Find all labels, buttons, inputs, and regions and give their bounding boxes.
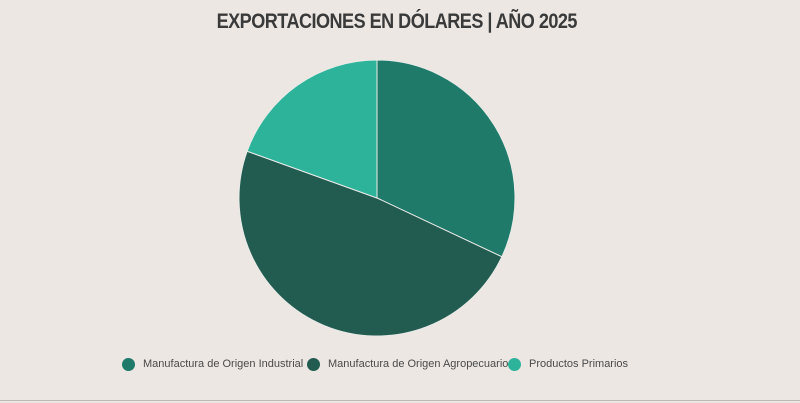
pie-slice-1[interactable] [238, 150, 503, 337]
chart-title: EXPORTACIONES EN DÓLARES | AÑO 2025 [216, 10, 578, 33]
legend-marker [508, 357, 521, 371]
legend-label: Productos Primarios [529, 358, 629, 370]
legend-item-primarios[interactable]: Productos Primarios [508, 355, 628, 373]
legend-item-industrial[interactable]: Manufactura de Origen Industrial [122, 355, 303, 373]
legend-item-agropecuario[interactable]: Manufactura de Origen Agropecuario [307, 355, 508, 373]
legend-label: Manufactura de Origen Industrial [143, 358, 304, 370]
divider [0, 400, 800, 401]
legend-label: Manufactura de Origen Agropecuario [328, 358, 509, 370]
legend: Manufactura de Origen Industrial Manufac… [0, 355, 800, 373]
legend-marker [122, 357, 135, 371]
legend-marker [307, 357, 320, 371]
pie-slice-2[interactable] [246, 59, 378, 199]
pie-slice-0[interactable] [376, 59, 516, 258]
